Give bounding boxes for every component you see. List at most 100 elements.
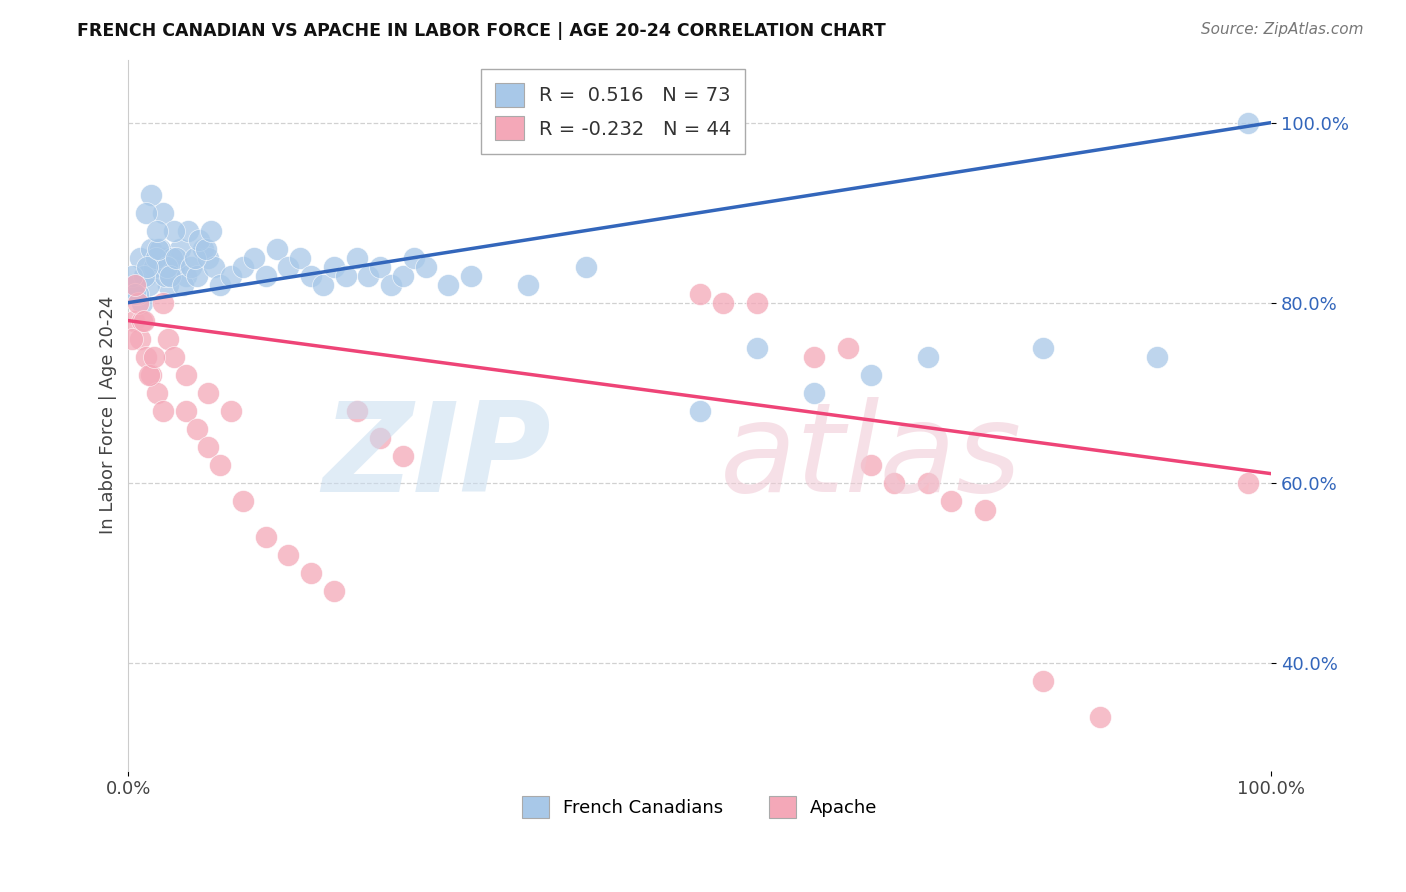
Point bbox=[1032, 341, 1054, 355]
Point bbox=[122, 277, 145, 292]
Point bbox=[152, 251, 174, 265]
Text: atlas: atlas bbox=[720, 397, 1022, 518]
Point bbox=[146, 224, 169, 238]
Point bbox=[138, 277, 160, 292]
Point bbox=[323, 583, 346, 598]
Point bbox=[574, 260, 596, 274]
Point bbox=[404, 251, 426, 265]
Point bbox=[277, 260, 299, 274]
Point bbox=[163, 350, 186, 364]
Point bbox=[232, 260, 254, 274]
Point bbox=[186, 422, 208, 436]
Point bbox=[195, 242, 218, 256]
Point bbox=[917, 475, 939, 490]
Point bbox=[460, 268, 482, 283]
Point bbox=[266, 242, 288, 256]
Point bbox=[129, 251, 152, 265]
Text: FRENCH CANADIAN VS APACHE IN LABOR FORCE | AGE 20-24 CORRELATION CHART: FRENCH CANADIAN VS APACHE IN LABOR FORCE… bbox=[77, 22, 886, 40]
Point bbox=[380, 277, 402, 292]
Point bbox=[157, 332, 180, 346]
Point bbox=[152, 403, 174, 417]
Point bbox=[197, 251, 219, 265]
Point bbox=[323, 260, 346, 274]
Point bbox=[124, 286, 146, 301]
Point bbox=[127, 295, 149, 310]
Point bbox=[145, 251, 167, 265]
Point bbox=[142, 350, 165, 364]
Point bbox=[129, 332, 152, 346]
Point bbox=[208, 277, 231, 292]
Point bbox=[174, 268, 197, 283]
Point bbox=[122, 313, 145, 327]
Point bbox=[883, 475, 905, 490]
Point bbox=[184, 251, 207, 265]
Point bbox=[149, 242, 172, 256]
Point bbox=[163, 224, 186, 238]
Point bbox=[202, 260, 225, 274]
Point bbox=[152, 295, 174, 310]
Point bbox=[191, 242, 214, 256]
Point bbox=[837, 341, 859, 355]
Legend: French Canadians, Apache: French Canadians, Apache bbox=[515, 789, 884, 826]
Point bbox=[299, 566, 322, 580]
Point bbox=[121, 268, 143, 283]
Point bbox=[346, 251, 368, 265]
Point bbox=[711, 295, 734, 310]
Point bbox=[174, 368, 197, 382]
Point bbox=[941, 493, 963, 508]
Point bbox=[689, 403, 711, 417]
Point bbox=[141, 242, 163, 256]
Point bbox=[127, 286, 149, 301]
Point bbox=[156, 260, 179, 274]
Point bbox=[1146, 350, 1168, 364]
Point bbox=[159, 268, 181, 283]
Point bbox=[221, 268, 243, 283]
Point bbox=[138, 368, 160, 382]
Point bbox=[134, 268, 156, 283]
Point bbox=[188, 233, 211, 247]
Point bbox=[745, 341, 768, 355]
Point bbox=[153, 268, 176, 283]
Point bbox=[288, 251, 311, 265]
Point bbox=[163, 260, 186, 274]
Point bbox=[177, 224, 200, 238]
Point bbox=[172, 277, 194, 292]
Point bbox=[208, 458, 231, 472]
Point bbox=[135, 350, 157, 364]
Point bbox=[197, 385, 219, 400]
Point bbox=[1088, 709, 1111, 723]
Point bbox=[860, 458, 883, 472]
Point bbox=[146, 385, 169, 400]
Point bbox=[1032, 673, 1054, 688]
Point bbox=[1237, 115, 1260, 129]
Point bbox=[121, 332, 143, 346]
Point bbox=[254, 268, 277, 283]
Point bbox=[197, 440, 219, 454]
Point bbox=[186, 268, 208, 283]
Point bbox=[277, 548, 299, 562]
Point bbox=[146, 260, 169, 274]
Text: ZIP: ZIP bbox=[322, 397, 551, 518]
Point bbox=[357, 268, 380, 283]
Point bbox=[974, 502, 997, 516]
Point bbox=[141, 368, 163, 382]
Point bbox=[391, 449, 413, 463]
Point bbox=[243, 251, 266, 265]
Point bbox=[174, 403, 197, 417]
Point bbox=[232, 493, 254, 508]
Point bbox=[142, 260, 165, 274]
Point bbox=[200, 224, 222, 238]
Point bbox=[299, 268, 322, 283]
Point bbox=[131, 295, 153, 310]
Y-axis label: In Labor Force | Age 20-24: In Labor Force | Age 20-24 bbox=[100, 296, 117, 534]
Point bbox=[1237, 475, 1260, 490]
Point bbox=[917, 350, 939, 364]
Point bbox=[391, 268, 413, 283]
Point bbox=[437, 277, 460, 292]
Point bbox=[166, 251, 188, 265]
Point bbox=[124, 277, 146, 292]
Point bbox=[180, 260, 202, 274]
Point bbox=[368, 431, 391, 445]
Point bbox=[689, 286, 711, 301]
Point bbox=[803, 385, 825, 400]
